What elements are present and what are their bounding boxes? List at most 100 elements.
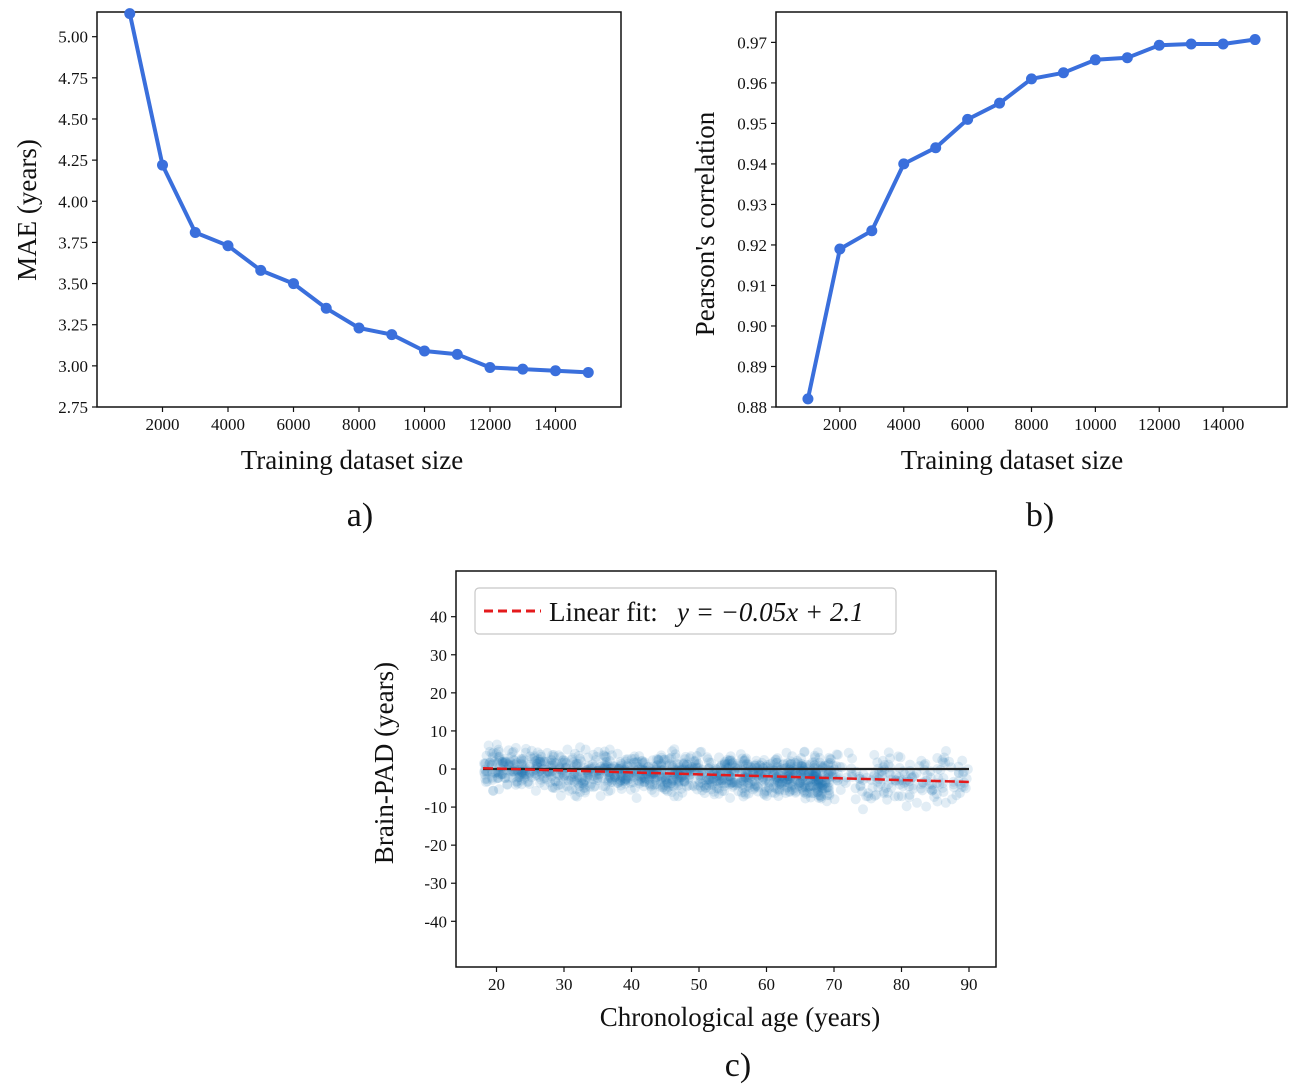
- panel-c-scatter-point: [525, 751, 536, 762]
- panel-c-scatter-point: [796, 753, 807, 764]
- panel-c-scatter-point: [799, 786, 810, 797]
- panel-c-scatter-point: [622, 775, 633, 786]
- panel-a-data-point: [255, 264, 267, 276]
- panel-c-scatter-point: [770, 755, 781, 766]
- panel-c-scatter-point: [595, 791, 606, 801]
- panel-c-scatter-point: [697, 778, 708, 789]
- panel-a-xtick-label: 4000: [211, 415, 245, 434]
- panel-c-scatter-point: [699, 780, 710, 791]
- panel-c-scatter-point: [548, 749, 559, 760]
- panel-c-scatter-point: [679, 776, 690, 787]
- panel-c-scatter-point: [578, 778, 589, 789]
- panel-c-scatter-point: [504, 760, 515, 771]
- panel-c-scatter-point: [794, 781, 804, 791]
- panel-c-scatter-point: [568, 757, 579, 768]
- panel-c-scatter-point: [744, 782, 755, 793]
- panel-c-scatter-point: [723, 758, 734, 769]
- panel-c-scatter-point: [840, 778, 851, 788]
- panel-c-scatter-point: [904, 789, 915, 800]
- panel-c-scatter-point: [871, 789, 882, 800]
- panel-c-scatter-point: [725, 775, 736, 786]
- panel-c-scatter-point: [953, 776, 964, 787]
- panel-c-scatter-point: [789, 776, 800, 787]
- panel-c-scatter-point: [510, 759, 521, 770]
- panel-c-scatter-point: [764, 778, 775, 789]
- panel-c-scatter-point: [620, 778, 631, 789]
- panel-c-scatter-point: [846, 767, 857, 778]
- panel-c-scatter-point: [546, 754, 557, 765]
- panel-c-scatter-point: [520, 769, 531, 780]
- panel-a-data-point: [517, 363, 529, 375]
- panel-c-scatter-point: [569, 775, 580, 786]
- panel-c-scatter-point: [480, 758, 491, 769]
- panel-a-data-point: [124, 8, 136, 20]
- panel-c-scatter-point: [509, 755, 520, 766]
- panel-c-scatter-point: [553, 770, 564, 781]
- panel-c-scatter-point: [547, 750, 558, 761]
- panel-c-scatter-point: [872, 757, 883, 768]
- panel-c-scatter-point: [772, 776, 783, 787]
- panel-c-scatter-point: [554, 770, 565, 781]
- panel-c-scatter-point: [572, 791, 583, 802]
- panel-c-scatter-point: [605, 756, 615, 767]
- panel-c-scatter-point: [753, 782, 764, 793]
- panel-c-scatter-point: [835, 785, 846, 795]
- panel-c-scatter-point: [658, 772, 669, 783]
- panel-c-scatter-point: [488, 785, 498, 796]
- panel-c-scatter-point: [616, 771, 627, 782]
- panel-c-scatter-point: [743, 770, 754, 780]
- panel-c-scatter-point: [738, 755, 749, 766]
- panel-c-scatter-point: [584, 773, 595, 784]
- panel-c-scatter-point: [676, 783, 687, 794]
- panel-c-scatter-point: [724, 779, 735, 790]
- panel-c-scatter-point: [494, 768, 505, 779]
- panel-c-scatter-point: [532, 758, 543, 769]
- panel-c-scatter-point: [739, 787, 750, 798]
- panel-c-scatter-point: [511, 758, 522, 769]
- panel-c-scatter-point: [725, 754, 736, 765]
- panel-c-scatter-point: [734, 778, 745, 789]
- panel-c-ytick-label: 0: [439, 760, 448, 779]
- panel-c-scatter-point: [692, 784, 703, 795]
- panel-c-scatter-point: [657, 772, 667, 783]
- panel-c-scatter-point: [771, 757, 782, 768]
- panel-c-scatter-point: [847, 753, 858, 764]
- panel-c-scatter-point: [883, 747, 894, 758]
- panel-c-scatter-point: [772, 753, 783, 764]
- panel-c-scatter-point: [774, 779, 785, 790]
- panel-c-scatter-point: [932, 796, 943, 807]
- panel-c-scatter-point: [809, 750, 820, 761]
- panel-c-ytick-label: -20: [424, 836, 447, 855]
- panel-c-scatter-point: [861, 791, 872, 802]
- panel-c-scatter-point: [741, 759, 752, 770]
- panel-c-scatter-point: [529, 752, 540, 763]
- panel-c-scatter-point: [501, 757, 512, 768]
- panel-c-scatter-point: [542, 747, 553, 758]
- panel-c-scatter-point: [667, 775, 678, 786]
- panel-c-scatter-point: [917, 785, 928, 796]
- panel-c-scatter-point: [615, 775, 626, 785]
- panel-c-scatter-point: [764, 783, 775, 794]
- panel-c-scatter-point: [644, 779, 655, 790]
- panel-c-scatter-point: [854, 773, 865, 784]
- panel-c-scatter-point: [566, 772, 577, 783]
- panel-c-scatter-point: [909, 771, 919, 782]
- panel-c-scatter-point: [876, 765, 887, 776]
- panel-c-scatter-point: [799, 765, 810, 776]
- panel-c-scatter-point: [811, 783, 822, 794]
- panel-c-scatter-point: [726, 755, 737, 766]
- panel-c-scatter-point: [815, 791, 826, 802]
- panel-c-scatter-point: [689, 756, 700, 767]
- panel-c-scatter-point: [767, 757, 778, 768]
- panel-c-scatter-point: [549, 758, 560, 769]
- panel-c-scatter-point: [801, 788, 811, 799]
- panel-c-scatter-point: [792, 759, 803, 770]
- panel-b-ytick-label: 0.88: [737, 398, 767, 417]
- panel-c-scatter-point: [749, 779, 760, 790]
- panel-c-scatter-point: [783, 782, 793, 793]
- panel-c-scatter-point: [599, 750, 610, 761]
- panel-c-scatter-point: [518, 765, 529, 776]
- panel-c-scatter-point: [507, 772, 518, 783]
- panel-c-scatter-point: [810, 752, 821, 763]
- panel-c-scatter-point: [571, 758, 582, 769]
